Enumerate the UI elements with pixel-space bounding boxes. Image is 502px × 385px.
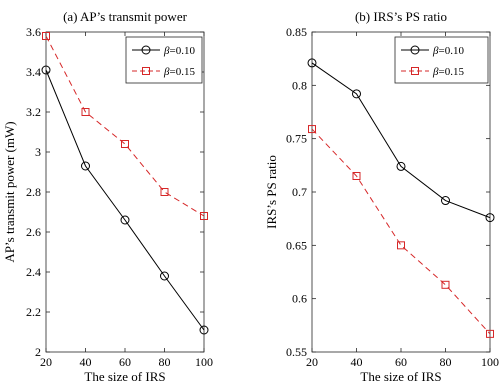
y-tick-label: 2.4 [26, 265, 41, 279]
legend-label-symbol: β [163, 66, 170, 78]
y-tick-label: 0.8 [292, 78, 307, 92]
y-tick-label: 2 [35, 345, 41, 359]
series-2-point [352, 172, 361, 180]
series-1-point [307, 58, 317, 68]
legend-box [394, 36, 489, 84]
chart-title: (a) AP’s transmit power [63, 9, 188, 24]
y-tick-label: 0.55 [286, 345, 307, 359]
series-2-point [441, 280, 450, 289]
series-2-point [42, 32, 50, 40]
y-tick-label: 3.2 [26, 105, 41, 119]
x-tick-label: 80 [159, 355, 171, 369]
y-tick-label: 2.6 [26, 225, 41, 239]
legend-label-symbol: β [432, 66, 439, 78]
series-2-point [121, 140, 129, 148]
legend-label-value: =0.10 [438, 45, 464, 57]
y-tick-label: 0.6 [292, 292, 307, 306]
y-tick-label: 3.6 [26, 25, 41, 39]
chart-a: (a) AP’s transmit power 20 40 60 80 100 2 2.2 2.… [2, 9, 213, 384]
legend-marker [411, 67, 419, 75]
legend-label: β=0.15 [163, 66, 195, 78]
legend-label: β=0.15 [432, 66, 464, 78]
x-tick-label: 100 [481, 355, 499, 369]
y-tick-label: 2.2 [26, 305, 41, 319]
series-line-2 [45, 35, 205, 217]
legend-label-value: =0.15 [438, 66, 464, 78]
legend-marker [410, 45, 420, 55]
series-1-point [396, 161, 406, 171]
series-2-point [397, 241, 405, 250]
legend-marker [142, 67, 150, 75]
x-tick-label: 60 [395, 355, 407, 369]
series-line-1 [45, 69, 205, 331]
x-tick-label: 40 [80, 355, 92, 369]
y-axis-label: IRS’s PS ratio [264, 155, 279, 229]
legend-label-symbol: β [432, 45, 439, 57]
series-1-point [485, 213, 495, 223]
chart-title: (b) IRS’s PS ratio [355, 9, 447, 24]
y-axis-label: AP’s transmit power (mW) [2, 121, 17, 262]
series-2-point [200, 212, 208, 220]
x-axis-label: The size of IRS [84, 369, 165, 384]
series-2-point [486, 329, 494, 338]
series-1-point [120, 215, 130, 225]
x-tick-label: 40 [351, 355, 363, 369]
series-1-point [441, 196, 450, 206]
y-tick-label: 0.75 [286, 132, 307, 146]
chart-b: (b) IRS’s PS ratio 20 40 60 80 100 0.55 0.6 0.65… [264, 9, 499, 384]
x-tick-label: 100 [195, 355, 213, 369]
y-tick-label: 0.85 [286, 25, 307, 39]
series-2-point [160, 188, 169, 196]
legend-box [125, 36, 203, 84]
legend-label-symbol: β [163, 45, 170, 57]
legend-marker [141, 45, 151, 55]
series-2-point [81, 108, 90, 116]
y-tick-label: 0.65 [286, 238, 307, 252]
legend-label: β=0.10 [163, 45, 195, 57]
series-2-point [308, 125, 316, 134]
series-line-2 [311, 128, 491, 335]
y-tick-label: 3 [35, 145, 41, 159]
x-tick-label: 20 [40, 355, 52, 369]
x-tick-label: 60 [119, 355, 131, 369]
legend-label-value: =0.15 [169, 66, 195, 78]
y-tick-label: 3.4 [26, 65, 41, 79]
x-axis-label: The size of IRS [360, 369, 441, 384]
series-1-point [81, 161, 90, 171]
y-tick-label: 0.7 [292, 185, 307, 199]
series-1-point [160, 271, 169, 281]
legend-label: β=0.10 [432, 45, 464, 57]
series-1-point [41, 65, 51, 75]
series-line-1 [311, 62, 491, 219]
x-tick-label: 80 [440, 355, 452, 369]
x-tick-label: 20 [306, 355, 318, 369]
legend-label-value: =0.10 [169, 45, 195, 57]
series-1-point [352, 89, 361, 99]
series-1-point [199, 325, 209, 335]
y-tick-label: 2.8 [26, 185, 41, 199]
